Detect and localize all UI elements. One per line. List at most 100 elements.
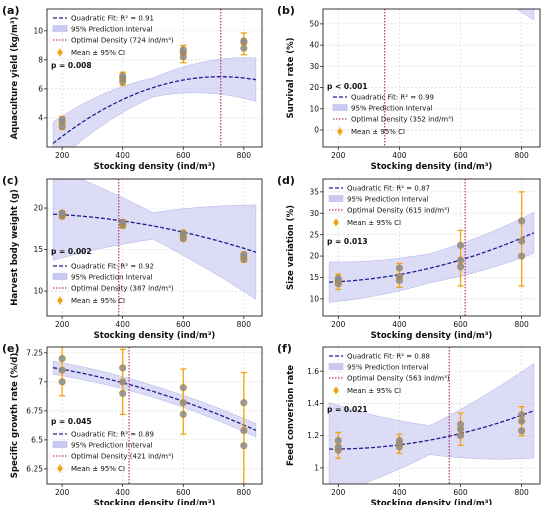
y-tick-label: 30 <box>309 62 319 71</box>
x-tick-label: 200 <box>55 488 70 497</box>
data-point <box>518 417 526 425</box>
legend-mean-marker <box>337 129 343 134</box>
data-point <box>518 237 526 245</box>
legend-optimal-label: Optimal Density (352 ind/m³) <box>351 116 454 124</box>
y-tick-label: 6.25 <box>26 465 43 474</box>
x-tick-label: 400 <box>116 488 131 497</box>
plot-frame <box>46 8 263 148</box>
y-tick-label: 20 <box>309 83 319 92</box>
chart-panel-e: 200 400 600 800 6.25 6.5 6.75 7 7.25 Stocking den… <box>2 342 263 505</box>
data-point <box>395 264 403 272</box>
plot-layer <box>52 347 257 484</box>
plot-frame <box>322 8 541 148</box>
plot-frame <box>46 178 263 317</box>
plot-frame <box>46 346 263 485</box>
x-axis-label: Stocking density (ind/m³) <box>94 331 216 341</box>
x-axis-label: Stocking density (ind/m³) <box>94 162 216 172</box>
y-tick-label: 40 <box>309 41 319 50</box>
legend-fit-label: Quadratic Fit: R² = 0.88 <box>347 353 430 361</box>
legend-mean-label: Mean ± 95% CI <box>71 297 125 305</box>
legend-band-swatch <box>52 441 68 448</box>
legend-mean-marker <box>57 298 63 303</box>
x-tick-label: 600 <box>176 151 191 160</box>
data-point <box>518 217 526 225</box>
legend: Quadratic Fit: R² = 0.91 95% Prediction I… <box>52 15 174 57</box>
data-point <box>119 378 127 386</box>
data-point <box>240 427 248 435</box>
data-point <box>334 436 342 445</box>
panel-label: (c) <box>2 174 19 187</box>
y-tick-label: 1 <box>314 463 319 472</box>
y-tick-label: 0 <box>314 126 319 135</box>
plot-frame <box>322 346 541 485</box>
plot-layer <box>52 9 257 147</box>
x-tick-label: 400 <box>116 151 131 160</box>
data-point <box>518 411 526 419</box>
data-point <box>240 37 248 45</box>
x-axis-label: Stocking density (ind/m³) <box>371 499 493 505</box>
y-tick-label: 7 <box>38 377 43 386</box>
prediction-interval-band <box>328 362 535 484</box>
legend-mean-marker <box>333 220 339 225</box>
prediction-interval-band <box>328 212 535 303</box>
data-point <box>179 410 187 418</box>
p-value: p = 0.021 <box>327 405 368 414</box>
data-point <box>240 399 248 407</box>
legend-band-label: 95% Prediction Interval <box>347 364 429 372</box>
data-point <box>456 432 465 440</box>
data-point <box>58 378 66 386</box>
x-tick-label: 400 <box>392 151 407 160</box>
y-tick-label: 1.4 <box>307 399 319 408</box>
plot-layer <box>384 9 535 147</box>
x-axis-label: Stocking density (ind/m³) <box>94 499 216 505</box>
legend-optimal-label: Optimal Density (563 ind/m³) <box>347 375 450 383</box>
data-point <box>456 256 465 264</box>
p-value: p = 0.008 <box>51 61 92 70</box>
data-point <box>119 364 127 372</box>
y-tick-label: 10 <box>309 104 319 113</box>
data-point <box>58 115 66 123</box>
data-point <box>395 273 403 281</box>
y-tick-label: 10 <box>309 294 319 303</box>
x-tick-label: 800 <box>237 151 252 160</box>
x-tick-label: 200 <box>331 320 346 329</box>
panel-label: (f) <box>277 342 292 355</box>
y-tick-label: 6.5 <box>31 435 43 444</box>
x-tick-label: 600 <box>453 151 468 160</box>
y-tick-label: 4 <box>38 114 43 123</box>
data-point <box>395 436 403 445</box>
x-tick-label: 400 <box>392 488 407 497</box>
data-point <box>179 399 187 407</box>
y-axis-label: Harvest body weight (g) <box>10 189 20 306</box>
y-tick-label: 25 <box>309 230 319 239</box>
prediction-interval-band <box>516 9 535 21</box>
y-axis-label: Survival rate (%) <box>286 37 296 118</box>
legend-fit-label: Quadratic Fit: R² = 0.91 <box>71 15 154 23</box>
legend-band-label: 95% Prediction Interval <box>71 26 153 34</box>
data-point <box>334 443 342 451</box>
y-tick-label: 20 <box>33 204 43 213</box>
x-tick-label: 800 <box>514 320 529 329</box>
y-tick-label: 15 <box>33 245 43 254</box>
prediction-interval-band <box>52 360 257 438</box>
chart-panel-b: 200 400 600 800 0 10 20 30 40 50 Stocking density … <box>277 4 541 172</box>
data-point <box>179 384 187 392</box>
legend-mean-label: Mean ± 95% CI <box>71 49 125 57</box>
panel-label: (e) <box>2 342 20 355</box>
data-point <box>518 252 526 260</box>
chart-panel-c: 200 400 600 800 10 15 20 Stocking density (ind/… <box>2 174 263 341</box>
data-point <box>179 46 187 54</box>
y-axis-label: Feed conversion rate <box>286 365 296 466</box>
plot-layer <box>328 347 535 484</box>
data-point <box>119 218 127 226</box>
y-tick-label: 1.6 <box>307 367 319 376</box>
legend-mean-label: Mean ± 95% CI <box>347 219 401 227</box>
quadratic-fit-line <box>53 213 257 253</box>
chart-panel-d: 200 400 600 800 10 15 20 25 30 35 Stocking density… <box>277 174 541 341</box>
y-tick-label: 7.25 <box>26 348 43 357</box>
data-point <box>240 251 248 259</box>
legend-fit-label: Quadratic Fit: R² = 0.92 <box>71 263 154 271</box>
y-tick-label: 8 <box>38 55 43 64</box>
legend-band-swatch <box>52 25 68 32</box>
